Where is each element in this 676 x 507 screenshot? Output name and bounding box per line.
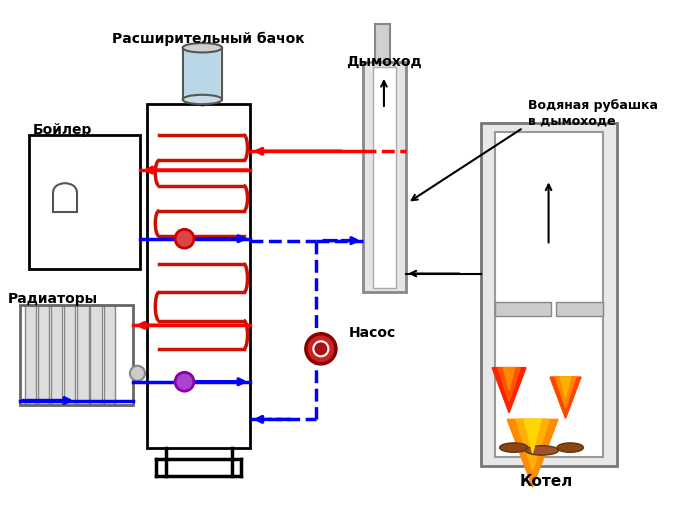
Text: Дымоход: Дымоход	[346, 54, 422, 68]
Polygon shape	[560, 377, 571, 397]
Circle shape	[306, 334, 336, 364]
Text: Котел: Котел	[520, 474, 573, 489]
Bar	[24, 305, 36, 405]
Circle shape	[175, 229, 194, 248]
Bar	[38, 305, 49, 405]
Polygon shape	[507, 419, 558, 487]
Bar	[147, 104, 250, 448]
Bar	[51, 305, 62, 405]
Bar	[20, 305, 132, 405]
Text: Расширительный бачок: Расширительный бачок	[112, 32, 304, 46]
Bar	[363, 62, 406, 293]
Text: Насос: Насос	[349, 326, 396, 340]
Polygon shape	[504, 368, 514, 390]
FancyBboxPatch shape	[183, 48, 222, 99]
FancyBboxPatch shape	[185, 51, 220, 95]
Bar	[556, 302, 603, 316]
Bar	[77, 305, 89, 405]
Ellipse shape	[183, 43, 222, 52]
Text: Радиаторы: Радиаторы	[7, 293, 98, 306]
Circle shape	[314, 341, 329, 356]
Ellipse shape	[183, 95, 222, 104]
Text: Бойлер: Бойлер	[32, 123, 92, 137]
Polygon shape	[516, 419, 550, 470]
Bar	[495, 302, 552, 316]
Bar	[372, 66, 396, 287]
Bar	[495, 132, 603, 457]
Polygon shape	[524, 419, 541, 453]
Polygon shape	[555, 377, 576, 408]
Bar	[91, 305, 101, 405]
Bar	[375, 24, 389, 62]
Text: Водяная рубашка
в дымоходе: Водяная рубашка в дымоходе	[528, 99, 658, 127]
Circle shape	[130, 366, 145, 381]
Polygon shape	[550, 377, 581, 418]
Circle shape	[175, 372, 194, 391]
Ellipse shape	[500, 443, 528, 452]
Bar	[103, 305, 115, 405]
Ellipse shape	[525, 446, 558, 455]
Bar	[64, 305, 75, 405]
Ellipse shape	[557, 443, 583, 452]
Polygon shape	[492, 368, 526, 413]
Bar	[481, 123, 617, 466]
Bar	[29, 135, 140, 269]
Polygon shape	[498, 368, 521, 402]
